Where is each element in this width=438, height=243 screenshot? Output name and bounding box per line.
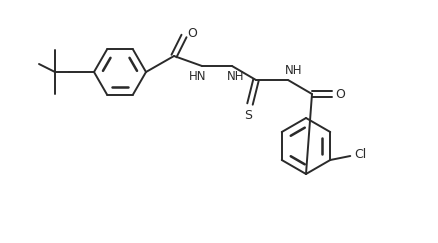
Text: O: O bbox=[335, 87, 345, 101]
Text: HN: HN bbox=[189, 69, 207, 83]
Text: NH: NH bbox=[285, 63, 303, 77]
Text: O: O bbox=[187, 26, 197, 40]
Text: Cl: Cl bbox=[354, 148, 366, 160]
Text: NH: NH bbox=[227, 69, 245, 83]
Text: S: S bbox=[244, 109, 252, 122]
